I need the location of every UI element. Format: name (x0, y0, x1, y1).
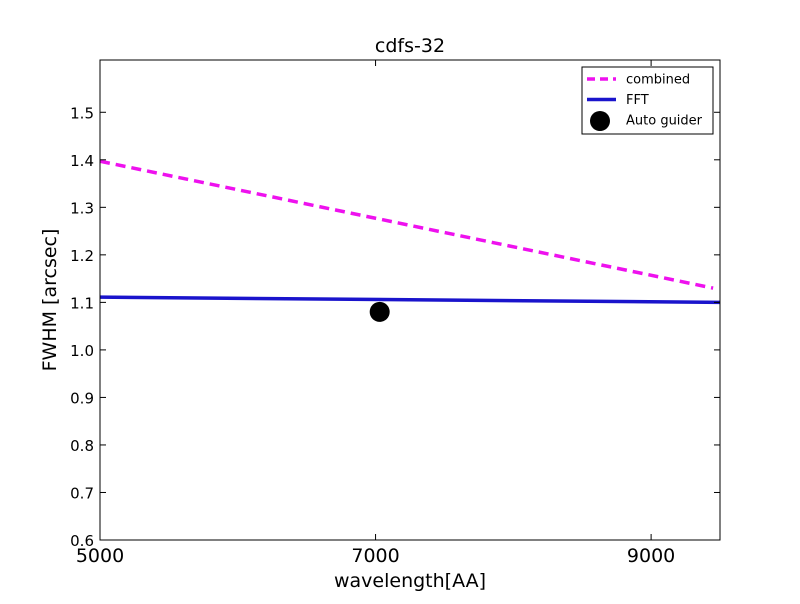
x-tick-label: 7000 (351, 545, 399, 567)
x-tick-label: 5000 (76, 545, 124, 567)
y-axis-label: FWHM [arcsec] (39, 229, 61, 372)
y-tick-label: 0.9 (70, 389, 94, 407)
series-line-combined (100, 159, 714, 290)
y-tick-label: 1.4 (70, 152, 94, 170)
legend-label: FFT (626, 93, 649, 108)
y-tick-label: 1.3 (70, 199, 94, 217)
y-axis: 0.6 0.7 0.8 0.9 1.0 1.1 1.2 1.3 1.4 1.5 (70, 104, 720, 550)
y-tick-label: 1.5 (70, 104, 94, 122)
x-tick-label: 9000 (627, 545, 675, 567)
x-axis-label: wavelength[AA] (334, 570, 486, 592)
y-tick-label: 1.1 (70, 294, 94, 312)
legend-label: combined (626, 73, 690, 88)
legend: combined FFT Auto guider (581, 66, 714, 135)
data-point-auto-guider (369, 301, 390, 322)
legend-swatch (590, 111, 610, 131)
x-axis: 5000 7000 9000 (76, 60, 675, 567)
y-tick-label: 1.2 (70, 247, 94, 265)
y-tick-label: 0.6 (70, 532, 94, 550)
chart-title: cdfs-32 (375, 35, 445, 57)
series-line-fft (100, 295, 720, 305)
y-tick-label: 1.0 (70, 342, 94, 360)
legend-label: Auto guider (626, 114, 703, 129)
y-tick-label: 0.8 (70, 437, 94, 455)
plot-frame (99, 59, 721, 541)
y-tick-label: 0.7 (70, 484, 94, 502)
